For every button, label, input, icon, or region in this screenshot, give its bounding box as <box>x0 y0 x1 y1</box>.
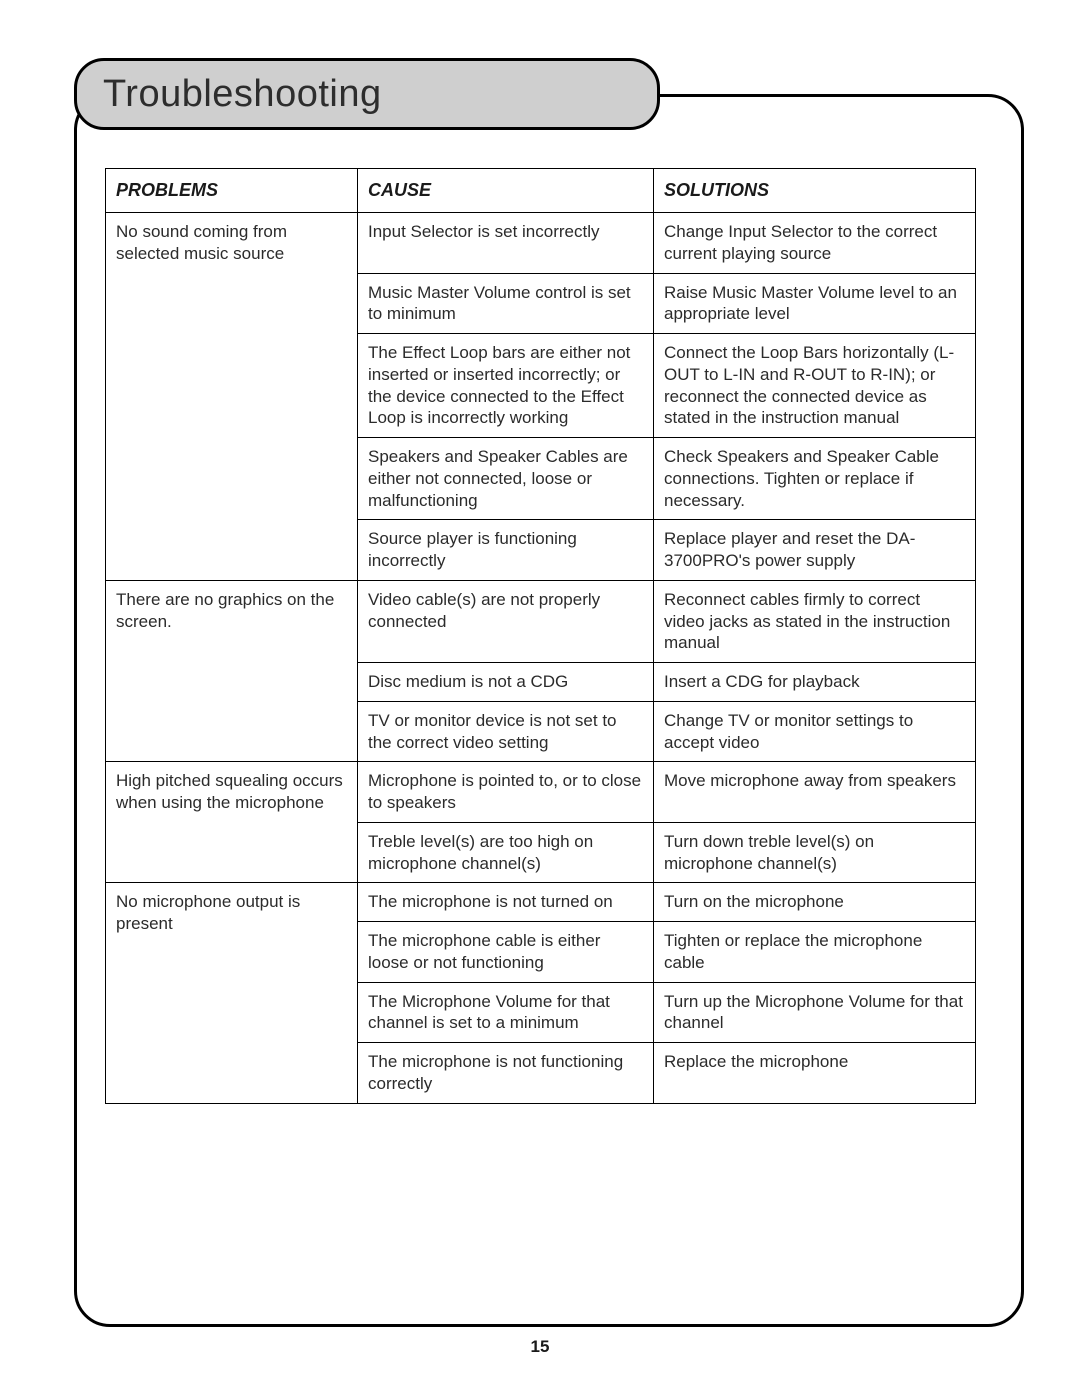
cell-solution: Check Speakers and Speaker Cable connect… <box>654 438 976 520</box>
cell-solution: Turn on the microphone <box>654 883 976 922</box>
cell-problem: High pitched squealing occurs when using… <box>106 762 358 883</box>
cell-cause: Microphone is pointed to, or to close to… <box>358 762 654 823</box>
cell-solution: Turn down treble level(s) on microphone … <box>654 822 976 883</box>
cell-solution: Change Input Selector to the correct cur… <box>654 213 976 274</box>
cell-cause: Video cable(s) are not properly connecte… <box>358 580 654 662</box>
cell-cause: Input Selector is set incorrectly <box>358 213 654 274</box>
cell-solution: Reconnect cables firmly to correct video… <box>654 580 976 662</box>
table-row: No microphone output is presentThe micro… <box>106 883 976 922</box>
section-title-tab: Troubleshooting <box>74 58 660 130</box>
table-row: No sound coming from selected music sour… <box>106 213 976 274</box>
cell-solution: Replace the microphone <box>654 1043 976 1104</box>
page-number: 15 <box>0 1337 1080 1357</box>
cell-cause: The Effect Loop bars are either not inse… <box>358 334 654 438</box>
cell-solution: Turn up the Microphone Volume for that c… <box>654 982 976 1043</box>
table-header-row: PROBLEMS CAUSE SOLUTIONS <box>106 169 976 213</box>
cell-problem: No sound coming from selected music sour… <box>106 213 358 581</box>
cell-cause: The microphone is not turned on <box>358 883 654 922</box>
col-header-solutions: SOLUTIONS <box>654 169 976 213</box>
table-row: High pitched squealing occurs when using… <box>106 762 976 823</box>
cell-problem: No microphone output is present <box>106 883 358 1103</box>
cell-cause: Music Master Volume control is set to mi… <box>358 273 654 334</box>
cell-cause: Treble level(s) are too high on micropho… <box>358 822 654 883</box>
cell-solution: Move microphone away from speakers <box>654 762 976 823</box>
cell-problem: There are no graphics on the screen. <box>106 580 358 762</box>
troubleshooting-table: PROBLEMS CAUSE SOLUTIONS No sound coming… <box>105 168 976 1104</box>
cell-solution: Change TV or monitor settings to accept … <box>654 701 976 762</box>
section-title: Troubleshooting <box>103 73 382 116</box>
cell-cause: Speakers and Speaker Cables are either n… <box>358 438 654 520</box>
cell-solution: Connect the Loop Bars horizontally (L-OU… <box>654 334 976 438</box>
cell-solution: Raise Music Master Volume level to an ap… <box>654 273 976 334</box>
cell-solution: Tighten or replace the microphone cable <box>654 922 976 983</box>
cell-cause: The microphone is not functioning correc… <box>358 1043 654 1104</box>
table-body: No sound coming from selected music sour… <box>106 213 976 1104</box>
cell-cause: The microphone cable is either loose or … <box>358 922 654 983</box>
col-header-cause: CAUSE <box>358 169 654 213</box>
cell-cause: Source player is functioning incorrectly <box>358 520 654 581</box>
cell-cause: Disc medium is not a CDG <box>358 663 654 702</box>
col-header-problems: PROBLEMS <box>106 169 358 213</box>
cell-solution: Replace player and reset the DA-3700PRO'… <box>654 520 976 581</box>
cell-solution: Insert a CDG for playback <box>654 663 976 702</box>
page: Troubleshooting PROBLEMS CAUSE SOLUTIONS… <box>0 0 1080 1397</box>
troubleshooting-table-wrap: PROBLEMS CAUSE SOLUTIONS No sound coming… <box>105 168 975 1104</box>
cell-cause: The Microphone Volume for that channel i… <box>358 982 654 1043</box>
table-row: There are no graphics on the screen.Vide… <box>106 580 976 662</box>
cell-cause: TV or monitor device is not set to the c… <box>358 701 654 762</box>
